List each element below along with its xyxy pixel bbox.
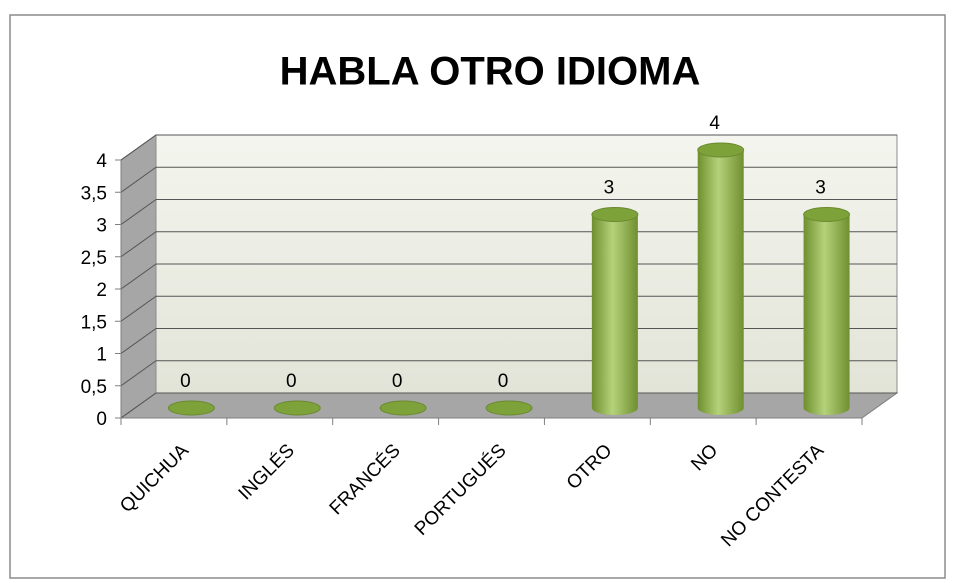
value-label: 0 <box>392 371 403 392</box>
y-tick-label: 2,5 <box>81 248 107 269</box>
value-label: 0 <box>286 371 297 392</box>
bar-top <box>379 400 427 416</box>
side-grid-line <box>120 231 157 258</box>
value-label: 0 <box>180 371 191 392</box>
value-label: 4 <box>709 113 720 134</box>
side-grid-line <box>120 295 157 322</box>
side-grid-line <box>120 392 157 419</box>
bar <box>697 150 744 415</box>
bar-top <box>273 400 321 416</box>
value-label: 3 <box>604 178 615 199</box>
bar-top <box>591 207 639 222</box>
y-tick-label: 3 <box>96 216 107 237</box>
y-tick-label: 1 <box>96 345 107 366</box>
bar <box>803 214 850 416</box>
bar-top <box>697 142 745 158</box>
side-grid-line <box>120 360 157 387</box>
bar-top <box>803 207 851 222</box>
side-grid-line <box>120 134 157 161</box>
side-grid-line <box>120 263 157 290</box>
side-grid-line <box>120 199 157 225</box>
value-label: 0 <box>498 371 509 392</box>
y-tick-label: 0 <box>96 409 107 430</box>
bar <box>591 214 638 416</box>
side-grid-line <box>120 166 157 193</box>
y-tick-label: 2 <box>96 280 107 301</box>
y-tick-label: 3,5 <box>81 183 107 204</box>
chart-title: HABLA OTRO IDIOMA <box>280 50 701 94</box>
side-grid-line <box>120 328 157 354</box>
bar-top <box>167 400 215 416</box>
y-tick-label: 0,5 <box>81 377 107 398</box>
y-tick-label: 1,5 <box>81 312 107 333</box>
value-label: 3 <box>815 178 826 199</box>
bar-top <box>485 400 533 416</box>
y-tick-label: 4 <box>96 151 107 172</box>
